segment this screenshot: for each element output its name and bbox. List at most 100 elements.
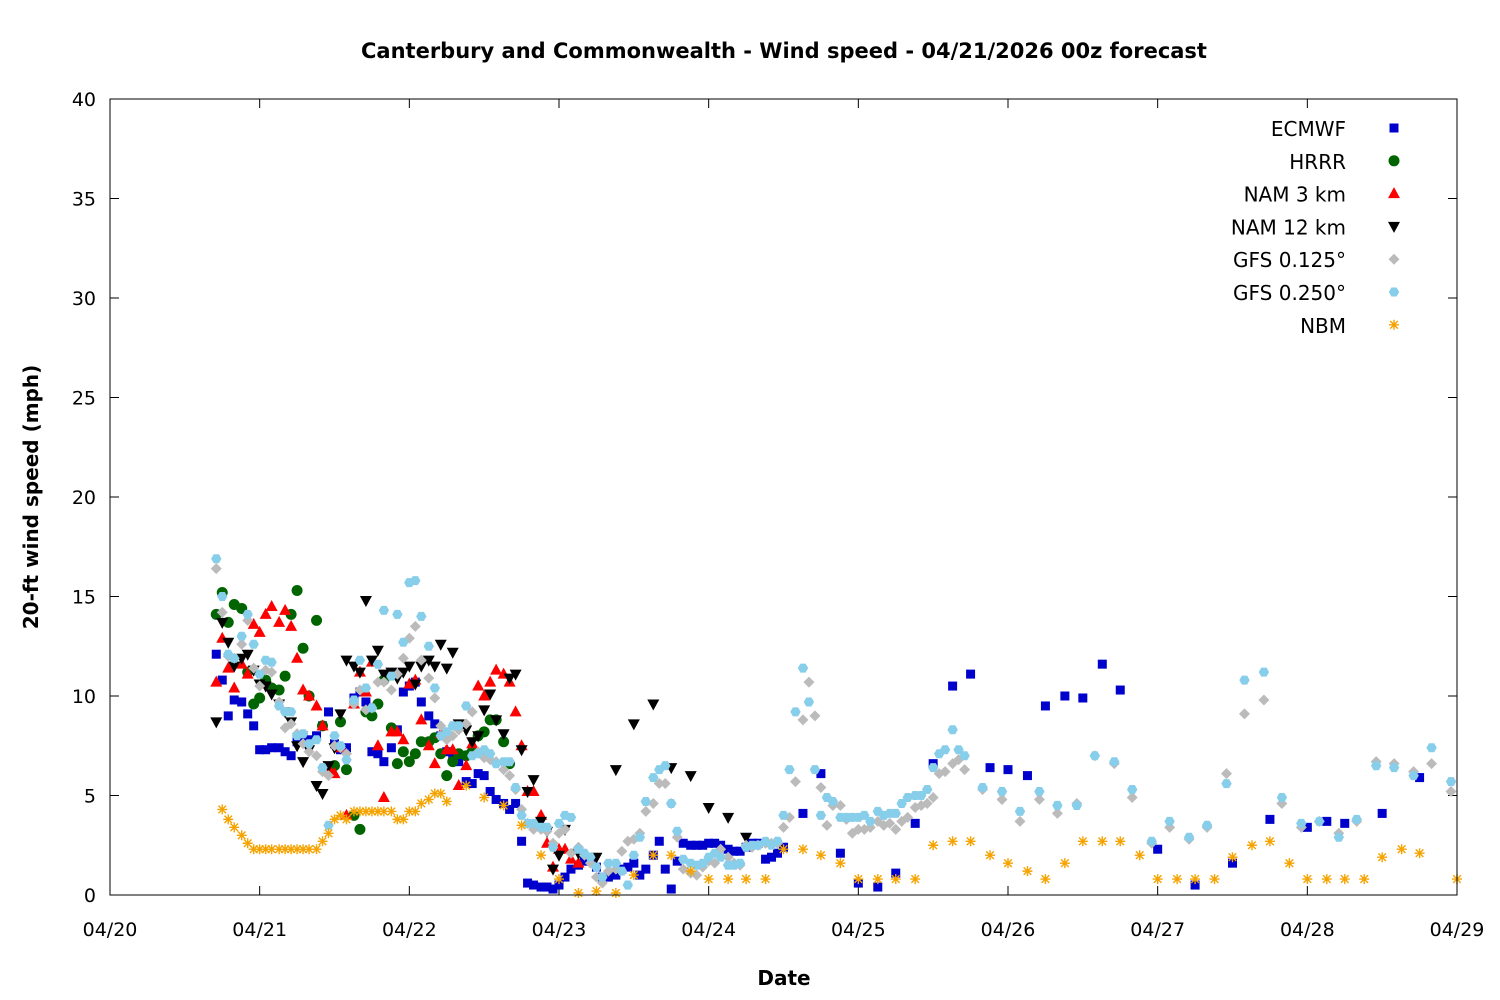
point-gfs-0-250 bbox=[752, 840, 764, 850]
point-nam-12-km bbox=[702, 802, 715, 814]
point-nam-3-km bbox=[422, 739, 435, 751]
point-nbm bbox=[985, 850, 996, 861]
point-gfs-0-125 bbox=[902, 811, 914, 823]
point-ecmwf bbox=[491, 794, 501, 804]
point-ecmwf bbox=[523, 878, 533, 888]
point-hrrr bbox=[403, 756, 415, 768]
point-ecmwf bbox=[373, 749, 383, 759]
y-tick-label: 5 bbox=[84, 786, 96, 808]
point-ecmwf bbox=[548, 884, 558, 894]
point-hrrr bbox=[447, 756, 459, 768]
point-ecmwf bbox=[243, 709, 253, 719]
point-gfs-0-125 bbox=[385, 684, 397, 696]
point-nam-12-km bbox=[434, 639, 447, 651]
point-gfs-0-250 bbox=[697, 858, 708, 868]
point-hrrr bbox=[498, 736, 510, 748]
point-nam-12-km bbox=[422, 655, 435, 667]
point-nbm bbox=[1040, 874, 1051, 885]
point-nam-12-km bbox=[365, 655, 378, 667]
point-nbm bbox=[1022, 866, 1033, 877]
point-gfs-0-125 bbox=[303, 746, 315, 758]
point-ecmwf bbox=[891, 868, 901, 878]
point-gfs-0-250 bbox=[1408, 771, 1419, 781]
point-nam-12-km bbox=[466, 737, 479, 749]
point-ecmwf bbox=[229, 695, 239, 705]
point-gfs-0-250 bbox=[441, 727, 452, 737]
x-axis-label: Date bbox=[757, 966, 810, 990]
point-gfs-0-250 bbox=[947, 725, 958, 735]
point-ecmwf bbox=[560, 872, 570, 882]
point-nam-3-km bbox=[253, 625, 266, 637]
point-gfs-0-250 bbox=[1109, 757, 1120, 767]
point-gfs-0-125 bbox=[1445, 786, 1457, 798]
legend-marker-nam-12-km bbox=[1388, 221, 1400, 233]
point-nbm bbox=[890, 874, 901, 885]
point-nam-3-km bbox=[259, 607, 272, 619]
point-ecmwf bbox=[1153, 844, 1163, 854]
point-nbm bbox=[435, 788, 446, 799]
point-nam-12-km bbox=[316, 789, 329, 801]
point-ecmwf bbox=[211, 649, 221, 659]
point-nbm bbox=[536, 850, 547, 861]
point-gfs-0-125 bbox=[959, 764, 971, 776]
chart-title: Canterbury and Commonwealth - Wind speed… bbox=[361, 39, 1207, 63]
point-gfs-0-250 bbox=[1201, 820, 1213, 830]
point-ecmwf bbox=[386, 743, 396, 753]
point-nbm bbox=[304, 844, 315, 855]
point-nbm bbox=[1359, 874, 1370, 885]
point-gfs-0-125 bbox=[1426, 758, 1438, 770]
point-gfs-0-125 bbox=[677, 863, 689, 875]
point-gfs-0-250 bbox=[616, 866, 628, 876]
point-gfs-0-125 bbox=[285, 718, 297, 730]
point-gfs-0-250 bbox=[634, 832, 645, 842]
point-ecmwf bbox=[873, 882, 883, 892]
point-nam-12-km bbox=[210, 717, 223, 729]
point-ecmwf bbox=[579, 856, 589, 866]
legend: ECMWF HRRR NAM 3 km NAM 12 km GFS 0.125° GFS … bbox=[1231, 117, 1400, 338]
point-nbm bbox=[223, 814, 234, 825]
point-ecmwf bbox=[505, 804, 515, 814]
point-nam-3-km bbox=[241, 667, 254, 679]
point-nbm bbox=[1377, 852, 1388, 863]
point-gfs-0-250 bbox=[317, 763, 328, 773]
point-nbm bbox=[1414, 848, 1425, 859]
x-tick-label: 04/29 bbox=[1430, 919, 1485, 941]
point-gfs-0-250 bbox=[797, 663, 809, 673]
point-gfs-0-250 bbox=[996, 787, 1008, 796]
point-gfs-0-250 bbox=[311, 735, 322, 745]
point-gfs-0-250 bbox=[1276, 793, 1288, 802]
point-nam-3-km bbox=[371, 739, 384, 751]
point-gfs-0-250 bbox=[1445, 777, 1457, 787]
point-hrrr bbox=[254, 692, 266, 704]
point-nbm bbox=[573, 888, 584, 899]
point-hrrr bbox=[397, 746, 409, 758]
point-nbm bbox=[1396, 844, 1407, 855]
point-nam-3-km bbox=[265, 599, 278, 611]
point-ecmwf bbox=[1302, 822, 1312, 832]
point-nbm bbox=[317, 836, 328, 847]
point-ecmwf bbox=[767, 852, 777, 862]
point-gfs-0-125 bbox=[504, 770, 516, 782]
point-gfs-0-250 bbox=[648, 773, 659, 783]
point-gfs-0-125 bbox=[659, 778, 671, 790]
point-ecmwf bbox=[217, 675, 227, 685]
y-tick-label: 10 bbox=[72, 686, 96, 708]
point-nbm bbox=[292, 844, 303, 855]
point-gfs-0-250 bbox=[977, 783, 988, 792]
point-nbm bbox=[797, 844, 808, 855]
point-gfs-0-250 bbox=[640, 797, 651, 806]
point-gfs-0-250 bbox=[254, 669, 265, 679]
point-ecmwf bbox=[485, 787, 495, 797]
point-gfs-0-125 bbox=[789, 776, 801, 788]
point-gfs-0-125 bbox=[1258, 694, 1270, 706]
point-nam-3-km bbox=[228, 681, 241, 693]
point-gfs-0-250 bbox=[1146, 836, 1157, 846]
point-nbm bbox=[366, 806, 377, 817]
point-gfs-0-125 bbox=[1238, 708, 1250, 720]
point-ecmwf bbox=[430, 719, 440, 729]
point-nbm bbox=[441, 796, 452, 807]
point-nbm bbox=[329, 814, 340, 825]
point-nbm bbox=[610, 888, 621, 899]
point-ecmwf bbox=[1377, 808, 1387, 818]
point-nbm bbox=[1339, 874, 1350, 885]
